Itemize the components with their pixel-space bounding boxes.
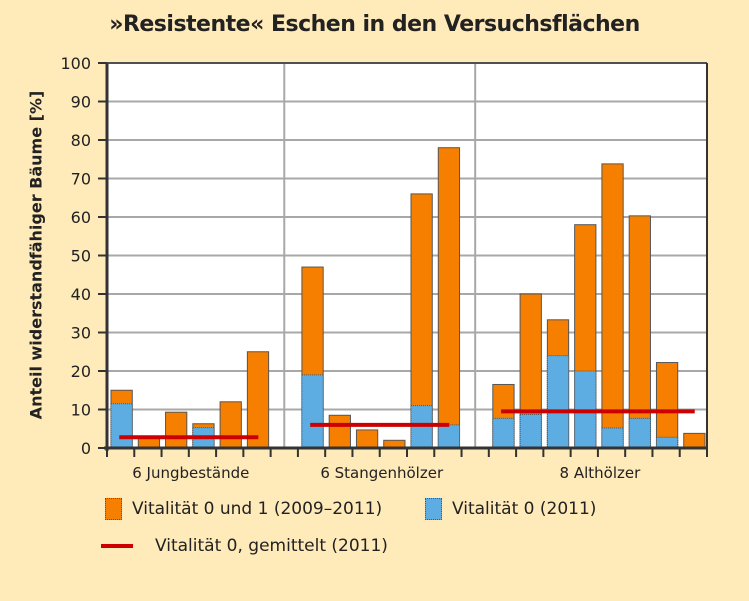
y-tick-label: 20 (71, 362, 91, 381)
legend-swatch-total (105, 498, 122, 520)
y-tick-label: 90 (71, 93, 91, 112)
bar-total (683, 432, 706, 449)
legend-label-vitality0: Vitalität 0 (2011) (452, 499, 597, 519)
bar-vitality0 (655, 436, 679, 449)
bar-vitality0 (110, 403, 133, 449)
legend-item-mean: Vitalität 0, gemittelt (2011) (101, 536, 388, 556)
y-tick-label: 40 (71, 285, 91, 304)
bar-vitality0 (546, 355, 570, 449)
y-tick-label: 0 (81, 439, 91, 458)
y-tick-label: 80 (71, 131, 91, 150)
y-tick-label: 100 (60, 54, 91, 73)
legend-item-total: Vitalität 0 und 1 (2009–2011) (105, 498, 382, 520)
bar-total (246, 351, 270, 449)
bar-vitality0 (492, 417, 515, 449)
bar-vitality0 (601, 427, 624, 449)
bar-total (165, 411, 188, 449)
legend-item-vitality0: Vitalität 0 (2011) (425, 498, 596, 520)
bar-vitality0 (628, 417, 651, 449)
y-tick-label: 70 (71, 170, 91, 189)
bar-vitality0 (301, 374, 324, 449)
bar-total (328, 414, 351, 449)
bar-vitality0 (519, 414, 542, 449)
bar-total (655, 362, 679, 449)
y-tick-label: 30 (71, 324, 91, 343)
x-group-label: 6 Jungbestände (132, 464, 249, 482)
y-tick-label: 10 (71, 401, 91, 420)
bar-total (355, 429, 379, 449)
bar-vitality0 (437, 424, 461, 449)
bar-total (601, 163, 624, 449)
legend-line-mean (101, 544, 133, 548)
x-group-label: 6 Stangenhölzer (320, 464, 444, 482)
y-tick-label: 60 (71, 208, 91, 227)
y-tick-label: 50 (71, 247, 91, 266)
bar-total (437, 147, 461, 449)
legend-label-mean: Vitalität 0, gemittelt (2011) (155, 536, 388, 556)
bar-total (219, 401, 242, 449)
legend-label-total: Vitalität 0 und 1 (2009–2011) (132, 499, 383, 519)
x-group-label: 8 Althölzer (560, 464, 642, 482)
chart-title: »Resistente« Eschen in den Versuchsfläch… (109, 12, 640, 37)
legend-swatch-vitality0 (425, 498, 442, 520)
